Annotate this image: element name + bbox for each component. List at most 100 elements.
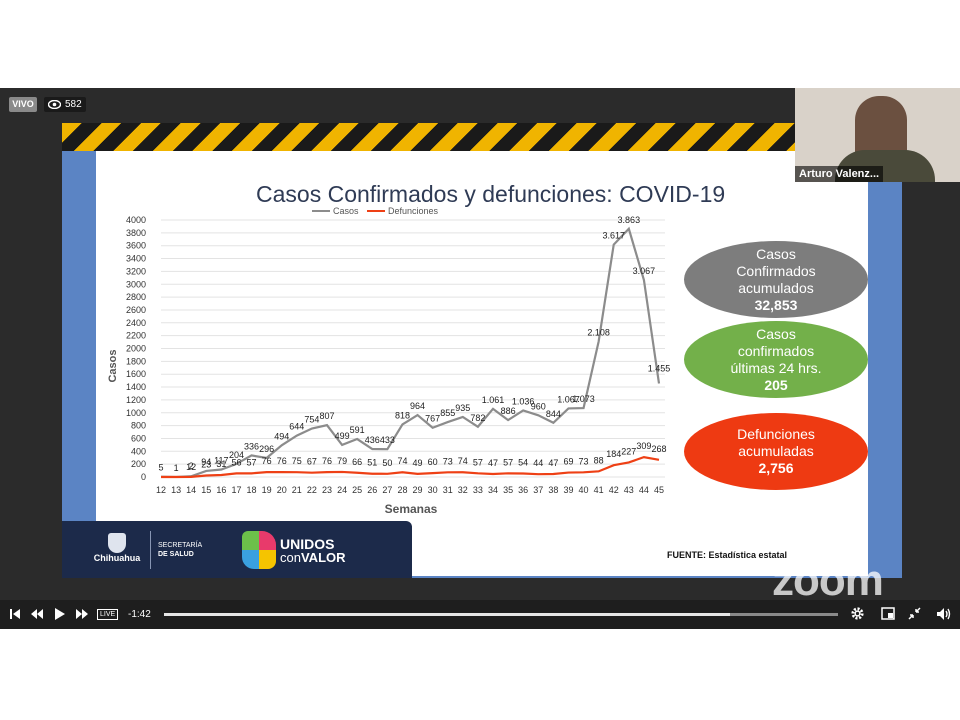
data-label: 47 — [488, 458, 498, 468]
data-label: 51 — [367, 458, 377, 468]
data-label: 74 — [397, 456, 407, 466]
progress-bar[interactable] — [164, 613, 838, 616]
x-tick-label: 15 — [201, 485, 211, 495]
x-tick-label: 37 — [533, 485, 543, 495]
eye-icon — [48, 100, 61, 109]
logo-footer-band: Chihuahua SECRETARÍA DE SALUD UNIDOS con… — [62, 521, 412, 578]
x-tick-label: 28 — [397, 485, 407, 495]
x-tick-label: 17 — [231, 485, 241, 495]
data-label: 591 — [350, 425, 365, 435]
chihuahua-label: Chihuahua — [93, 553, 141, 563]
x-tick-label: 18 — [247, 485, 257, 495]
secretaria-salud-logo: SECRETARÍA DE SALUD — [158, 541, 202, 559]
data-label: 844 — [546, 409, 561, 419]
series-line-defunciones — [161, 456, 660, 479]
data-label: 960 — [531, 401, 546, 411]
chart-legend: Casos Defunciones — [312, 206, 439, 216]
de-salud-label: DE SALUD — [158, 551, 194, 558]
chihuahua-logo: Chihuahua — [92, 533, 142, 563]
data-label: 23 — [201, 460, 211, 470]
x-tick-label: 26 — [367, 485, 377, 495]
data-label: 818 — [395, 410, 410, 420]
data-label: 88 — [594, 455, 604, 465]
data-label: 1.061 — [482, 395, 505, 405]
data-label: 184 — [606, 449, 621, 459]
hazard-stripe-banner — [62, 123, 902, 151]
zoom-watermark: zoom — [772, 556, 884, 605]
data-label: 56 — [231, 457, 241, 467]
x-axis-ticks: 12 13 14 15 16 17 18 19 20 21 22 23 24 25 26 27 28 29 30 31… — [156, 485, 664, 495]
source-note: FUENTE: Estadística estatal — [667, 550, 788, 560]
play-icon[interactable] — [54, 607, 66, 621]
shield-icon — [108, 533, 126, 553]
data-label: 73 — [443, 456, 453, 466]
data-label: 2 — [189, 461, 194, 471]
live-badge: VIVO — [9, 97, 37, 112]
skip-back-icon[interactable] — [9, 608, 21, 620]
picture-in-picture-icon[interactable] — [881, 607, 895, 620]
y-axis-ticks: 0 200 400 600 800 1000 1200 1400 1600 1800 2000 220… — [126, 215, 146, 482]
data-label: 3.617 — [602, 231, 625, 241]
valor-label: VALOR — [300, 550, 346, 565]
data-label: 74 — [458, 456, 468, 466]
rewind-icon[interactable] — [31, 608, 44, 620]
volume-icon[interactable] — [936, 607, 952, 621]
x-tick-label: 30 — [428, 485, 438, 495]
data-label: 782 — [470, 413, 485, 423]
x-tick-label: 43 — [624, 485, 634, 495]
x-tick-label: 39 — [563, 485, 573, 495]
gear-icon[interactable] — [850, 606, 865, 621]
data-label: 227 — [621, 446, 636, 456]
con-label: con — [280, 550, 301, 565]
data-label: 117 — [214, 455, 228, 465]
speaker-webcam-tile[interactable]: Arturo Valenz... — [795, 88, 960, 182]
last-24h-cases-pill: Casos confirmados últimas 24 hrs. 205 — [684, 321, 868, 398]
y-tick-label: 1600 — [126, 369, 146, 379]
pill-text: Defunciones — [737, 426, 815, 442]
data-label: 76 — [277, 456, 287, 466]
data-label: 76 — [262, 456, 272, 466]
accumulated-deaths-pill: Defunciones acumuladas 2,756 — [684, 413, 868, 490]
x-tick-label: 14 — [186, 485, 196, 495]
x-tick-label: 25 — [352, 485, 362, 495]
data-label: 49 — [413, 458, 423, 468]
live-button[interactable]: LIVE — [97, 609, 119, 620]
y-tick-label: 2400 — [126, 318, 146, 328]
data-label: 1 — [174, 463, 179, 473]
data-label: 66 — [352, 457, 362, 467]
data-label: 807 — [319, 411, 334, 421]
y-tick-label: 2000 — [126, 344, 146, 354]
data-label: 268 — [651, 444, 666, 454]
viewer-count: 582 — [65, 99, 82, 110]
series-line-casos — [160, 226, 661, 479]
state-map-icon — [242, 531, 276, 569]
x-tick-label: 20 — [277, 485, 287, 495]
exit-fullscreen-icon[interactable] — [908, 607, 921, 620]
x-tick-label: 13 — [171, 485, 181, 495]
data-label: 494 — [274, 431, 289, 441]
data-label: 57 — [473, 457, 483, 467]
y-tick-label: 3600 — [126, 241, 146, 251]
data-label: 499 — [335, 431, 350, 441]
data-label: 3.863 — [618, 215, 641, 225]
slide-title: Casos Confirmados y defunciones: COVID-1… — [256, 181, 726, 207]
pill-text: Casos — [756, 325, 796, 342]
x-tick-label: 31 — [443, 485, 453, 495]
data-label: 44 — [533, 458, 543, 468]
chart-gridlines — [161, 219, 665, 478]
fast-forward-icon[interactable] — [75, 608, 88, 620]
x-tick-label: 23 — [322, 485, 332, 495]
pill-text: últimas 24 hrs. — [730, 359, 822, 376]
viewer-count-badge: 582 — [44, 97, 86, 112]
y-tick-label: 1400 — [126, 382, 146, 392]
x-tick-label: 45 — [654, 485, 664, 495]
x-tick-label: 41 — [594, 485, 604, 495]
y-tick-label: 3800 — [126, 228, 146, 238]
y-tick-label: 1200 — [126, 395, 146, 405]
y-tick-label: 0 — [141, 472, 146, 482]
pill-text: Casos — [756, 245, 796, 262]
x-tick-label: 21 — [292, 485, 302, 495]
y-tick-label: 1000 — [126, 408, 146, 418]
data-label: 76 — [322, 456, 332, 466]
time-remaining: -1:42 — [128, 609, 151, 620]
